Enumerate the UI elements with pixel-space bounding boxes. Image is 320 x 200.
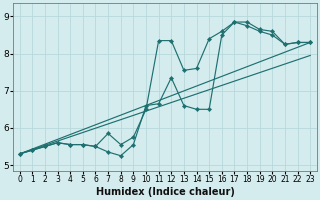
X-axis label: Humidex (Indice chaleur): Humidex (Indice chaleur) — [96, 187, 234, 197]
